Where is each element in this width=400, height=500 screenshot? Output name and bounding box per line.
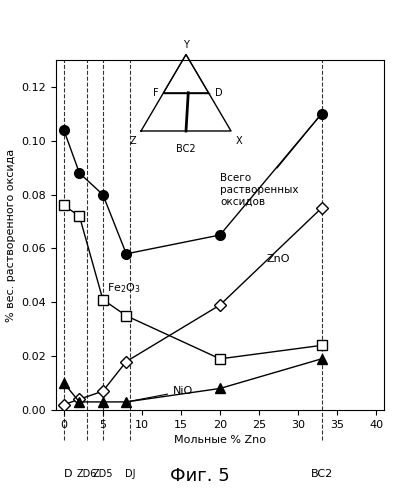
Text: Z: Z — [130, 136, 136, 145]
Text: Y: Y — [183, 40, 189, 50]
Text: ZD6: ZD6 — [77, 469, 98, 479]
Text: DJ: DJ — [125, 469, 136, 479]
Text: X: X — [236, 136, 242, 145]
Text: Фиг. 5: Фиг. 5 — [170, 467, 230, 485]
Text: ZnO: ZnO — [267, 254, 290, 264]
Text: D: D — [215, 88, 222, 98]
Text: BC2: BC2 — [310, 469, 333, 479]
Text: Всего
растворенных
оксидов: Всего растворенных оксидов — [220, 116, 320, 206]
X-axis label: Мольные % Zno: Мольные % Zno — [174, 436, 266, 446]
Y-axis label: % вес. растворенного оксида: % вес. растворенного оксида — [6, 148, 16, 322]
Text: F: F — [153, 88, 158, 98]
Text: D: D — [64, 469, 72, 479]
Text: ZD5: ZD5 — [93, 469, 113, 479]
Text: NiO: NiO — [129, 386, 193, 402]
Text: BC2: BC2 — [176, 144, 196, 154]
Text: Fe$_2$O$_3$: Fe$_2$O$_3$ — [107, 281, 140, 294]
